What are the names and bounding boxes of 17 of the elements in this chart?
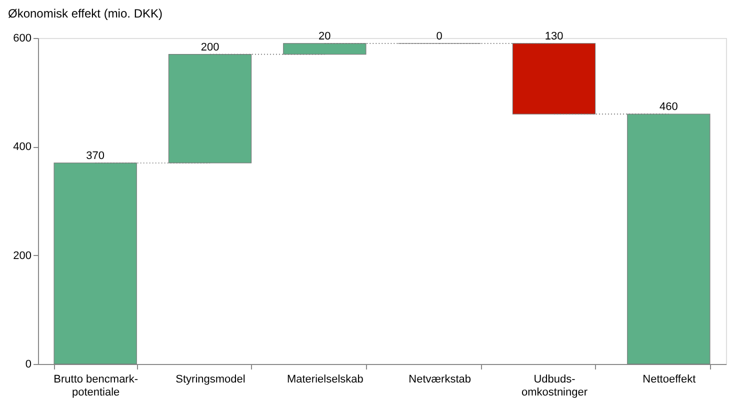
- x-tick-label: Brutto bencmark-potentiale: [54, 374, 138, 398]
- data-label: 370: [86, 150, 105, 162]
- x-tick-label: Udbuds-omkostninger: [521, 374, 588, 398]
- y-tick-label: 200: [13, 250, 32, 262]
- y-tick-label: 400: [13, 141, 32, 154]
- data-label: 20: [318, 30, 331, 42]
- x-tick-label: Materielselskab: [286, 374, 364, 386]
- data-label: 0: [436, 30, 442, 42]
- data-label: 460: [659, 101, 678, 114]
- x-tick-label: Styringsmodel: [176, 374, 246, 386]
- y-tick-label: 600: [13, 32, 32, 44]
- y-tick-label: 0: [25, 358, 32, 370]
- data-label: 130: [544, 30, 564, 42]
- x-tick-label: Netværkstab: [408, 374, 472, 386]
- y-axis-title: Økonomisk effekt (mio. DKK): [8, 6, 162, 20]
- x-tick-label: Nettoeffekt: [642, 374, 696, 386]
- data-label: 200: [200, 41, 220, 54]
